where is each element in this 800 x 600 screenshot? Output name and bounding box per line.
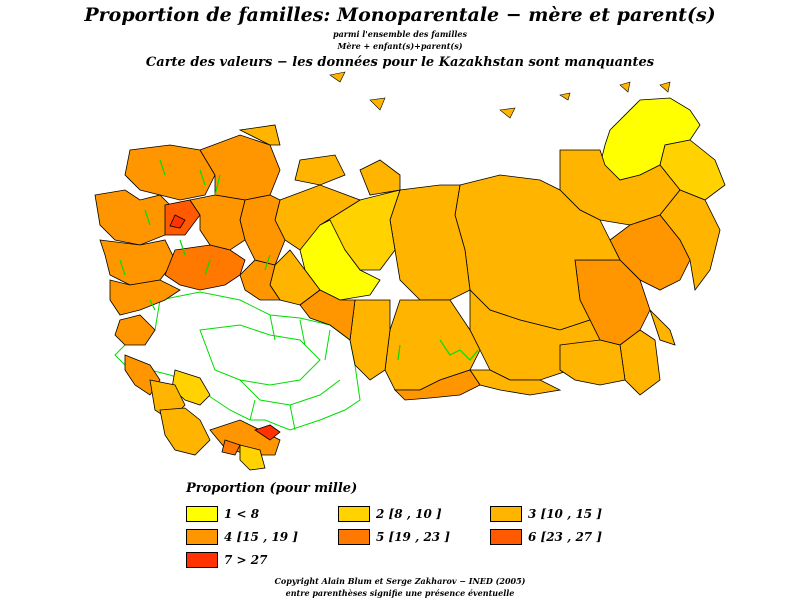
legend-swatch-3 [490,506,522,522]
green-borders [119,159,479,361]
region-far-east [559,149,721,396]
copyright-line: Copyright Alain Blum et Serge Zakharov −… [274,576,526,586]
legend-label-3: 3 [10 , 15 ] [528,507,602,521]
legend-label-5: 5 [19 , 23 ] [376,530,450,544]
legend-swatch-4 [186,529,218,545]
map-subtitle-2: Mère + enfant(s)+parent(s) [337,41,463,51]
legend-title: Proportion (pour mille) [186,481,358,496]
map-title: Proportion de familles: Monoparentale − … [84,4,716,26]
legend-swatch-7 [186,552,218,568]
map-subtitle-1: parmi l'ensemble des familles [332,29,467,39]
region-west-siberia [239,154,401,341]
map-subtitle-3: Carte des valeurs − les données pour le … [145,55,655,70]
footnote-line: entre parenthèses signifie une présence … [285,588,515,598]
legend-label-1: 1 < 8 [224,507,260,521]
legend-label-4: 4 [15 , 19 ] [224,530,298,544]
legend-swatch-2 [338,506,370,522]
region-siberia [299,174,626,401]
islands [329,71,671,119]
legend-label-7: 7 > 27 [224,553,268,567]
legend-label-6: 6 [23 , 27 ] [528,530,602,544]
legend-label-2: 2 [8 , 10 ] [376,507,442,521]
legend-swatch-1 [186,506,218,522]
region-european-russia [94,124,286,471]
legend-swatch-5 [338,529,370,545]
legend-swatch-6 [490,529,522,545]
